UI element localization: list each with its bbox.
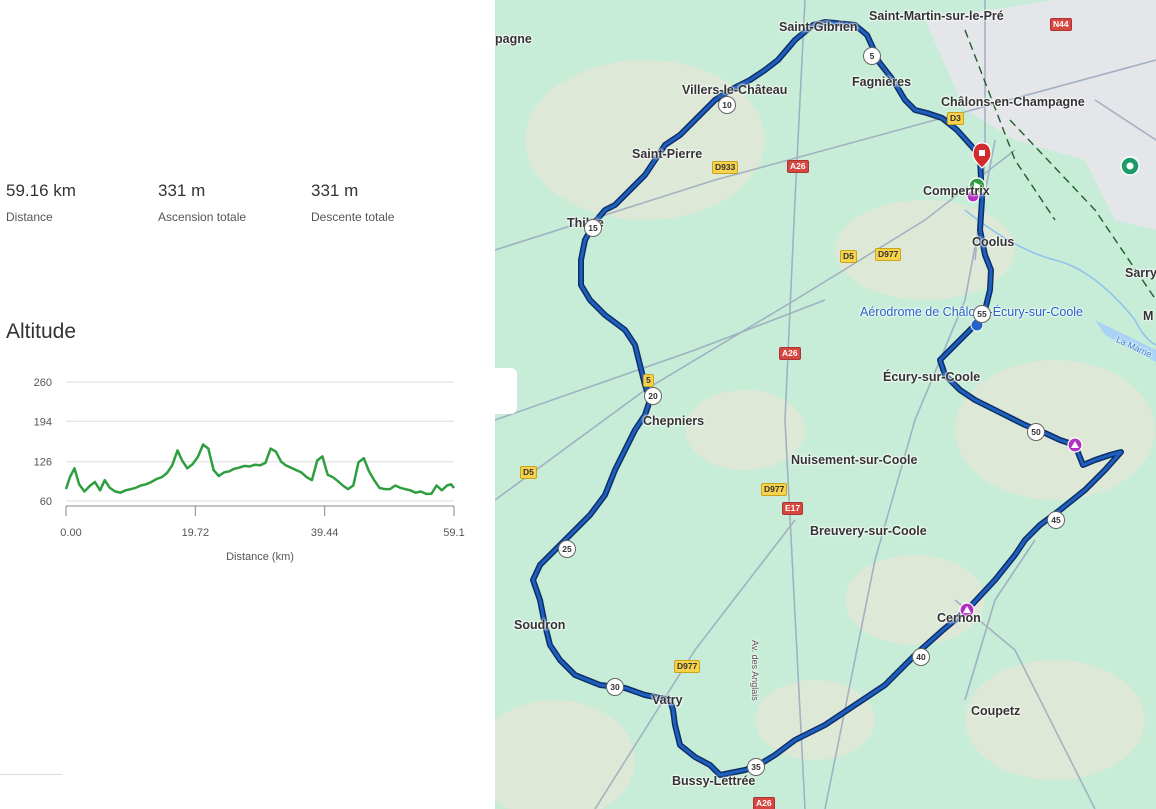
place-label: Villers-le-Château — [682, 83, 788, 97]
km-marker: 55 — [973, 305, 991, 323]
descent-value: 331 m — [311, 181, 359, 200]
place-label: Saint-Gibrien — [779, 20, 858, 34]
km-marker: 45 — [1047, 511, 1065, 529]
km-marker: 30 — [606, 678, 624, 696]
road-name-label: Av. des Anglais — [750, 640, 760, 701]
place-label: Saint-Martin-sur-le-Pré — [869, 9, 1004, 23]
place-label: Écury-sur-Coole — [883, 370, 981, 384]
summit-marker-icon — [966, 189, 980, 203]
road-label: 5 — [643, 374, 654, 387]
chart-yticks: 260 194 126 60 — [34, 377, 52, 508]
road-label: D977 — [674, 660, 701, 673]
km-marker: 10 — [718, 96, 736, 114]
y-tick-label: 260 — [34, 377, 52, 389]
place-label: Bussy-Lettrée — [672, 774, 756, 788]
place-label: pagne — [495, 32, 532, 46]
x-tick-label: 39.44 — [311, 527, 339, 539]
y-tick-label: 60 — [40, 496, 52, 508]
terrain — [495, 60, 1155, 809]
road-label: D933 — [712, 161, 739, 174]
place-label: Soudron — [514, 618, 566, 632]
ascent-stat: 331 m Ascension totale — [158, 181, 246, 224]
place-label: Nuisement-sur-Coole — [791, 453, 918, 467]
road-label: D977 — [875, 248, 902, 261]
elevation-line[interactable] — [64, 443, 455, 496]
chart-xticks: 0.00 19.72 39.44 59.1 — [60, 505, 465, 539]
km-marker: 35 — [747, 758, 765, 776]
road-label: A26 — [787, 160, 809, 173]
x-axis-label: Distance (km) — [226, 551, 294, 563]
airport-label: Aérodrome de Châlons-Écury-sur-Coole — [860, 305, 1084, 319]
y-tick-label: 194 — [34, 416, 52, 428]
place-label: Châlons-en-Champagne — [941, 95, 1085, 109]
distance-label: Distance — [6, 210, 53, 224]
place-label: M — [1143, 309, 1154, 323]
descent-label: Descente totale — [311, 210, 395, 224]
poi-marker-icon — [1120, 156, 1140, 176]
road-label: D977 — [761, 483, 788, 496]
road-label: N44 — [1050, 18, 1072, 31]
ascent-value: 331 m — [158, 181, 206, 200]
km-marker: 15 — [584, 219, 602, 237]
km-marker: 50 — [1027, 423, 1045, 441]
km-marker: 5 — [863, 47, 881, 65]
place-label: Coupetz — [971, 704, 1021, 718]
ascent-label: Ascension totale — [158, 210, 247, 224]
x-tick-label: 59.1 — [443, 527, 464, 539]
summit-marker-icon — [959, 602, 975, 618]
x-tick-label: 19.72 — [182, 527, 210, 539]
route-summary-panel: 59.16 km Distance 331 m Ascension totale… — [0, 0, 495, 809]
chart-gridlines — [66, 381, 454, 502]
place-label: Fagnières — [852, 75, 912, 89]
y-tick-label: 126 — [34, 457, 52, 469]
place-label: Vatry — [652, 693, 683, 707]
map-canvas — [495, 0, 1156, 809]
road-label: A26 — [753, 797, 775, 809]
elevation-chart[interactable]: 260 194 126 60 0.00 19.72 39.44 59.1 Distance … — [0, 360, 480, 570]
summit-marker-icon — [1067, 437, 1083, 453]
altitude-title: Altitude — [6, 320, 77, 343]
km-marker: 20 — [644, 387, 662, 405]
road-label: A26 — [779, 347, 801, 360]
road-label: D5 — [520, 466, 537, 479]
road-label: D5 — [840, 250, 857, 263]
distance-value: 59.16 km — [6, 181, 76, 200]
divider — [0, 774, 62, 775]
x-tick-label: 0.00 — [60, 527, 81, 539]
place-label: Saint-Pierre — [632, 147, 703, 161]
place-label: Breuvery-sur-Coole — [810, 524, 927, 538]
railway — [964, 29, 1156, 301]
place-label: Coolus — [972, 235, 1015, 249]
km-marker: 40 — [912, 648, 930, 666]
place-label: Chepniers — [643, 414, 705, 428]
km-marker: 25 — [558, 540, 576, 558]
place-label: Compertrix — [923, 184, 990, 198]
distance-stat: 59.16 km Distance — [6, 181, 76, 224]
panel-toggle-handle[interactable] — [495, 368, 517, 414]
route-map[interactable]: Saint-Martin-sur-le-Pré Saint-Gibrien Fa… — [495, 0, 1156, 809]
place-label: Sarry — [1125, 266, 1156, 280]
place-label: Cernon — [937, 611, 981, 625]
descent-stat: 331 m Descente totale — [311, 181, 394, 224]
urban-area — [925, 0, 1156, 230]
road-label: D3 — [947, 112, 964, 125]
road-label: E17 — [782, 502, 804, 515]
end-marker-icon — [972, 142, 992, 169]
